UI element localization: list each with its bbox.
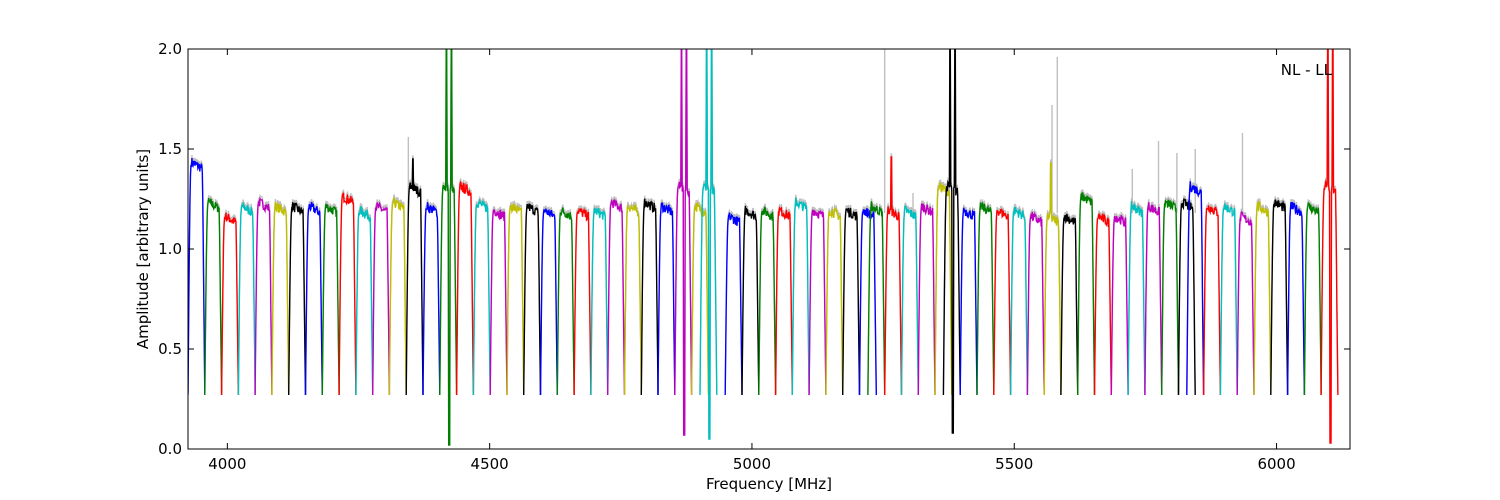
band-segment [724, 212, 743, 396]
band-segment [388, 197, 407, 396]
y-tick-label: 1.5 [158, 140, 182, 158]
band-segment [1161, 198, 1180, 396]
band-segment [422, 202, 441, 396]
band-segment [372, 201, 391, 396]
band-segment [842, 207, 861, 396]
band-segment [741, 205, 760, 396]
band-segment [1270, 199, 1289, 396]
band-segment [338, 192, 357, 396]
band-segment [917, 203, 936, 396]
band-segment [556, 207, 575, 396]
band-segment [1186, 181, 1205, 396]
band-segment [1127, 201, 1146, 396]
band-segment [220, 212, 240, 396]
band-segment [1202, 205, 1222, 396]
band-segment [900, 204, 919, 396]
band-segment [254, 196, 273, 396]
x-tick-label: 4000 [208, 455, 246, 473]
band-segment [188, 158, 206, 396]
band-segment [539, 208, 558, 396]
band-segment [472, 198, 491, 396]
band-segment [1144, 202, 1163, 396]
band-segment [976, 202, 995, 396]
x-axis-label: Frequency [MHz] [706, 475, 832, 493]
band-segment [774, 206, 793, 396]
band-segment [674, 49, 693, 436]
band-segment [1303, 201, 1322, 396]
x-tick-label: 5500 [995, 455, 1033, 473]
y-tick-label: 1.0 [158, 240, 182, 258]
band-segment [1253, 199, 1272, 396]
band-segment [808, 209, 827, 396]
band-segment [867, 201, 886, 396]
y-tick-label: 0.0 [158, 440, 182, 458]
band-segment [640, 198, 659, 396]
band-segment [942, 49, 961, 434]
band-segment [934, 182, 953, 396]
band-segment [304, 201, 323, 396]
band-segment [489, 208, 508, 396]
y-tick-label: 0.5 [158, 340, 182, 358]
x-tick-label: 6000 [1257, 455, 1295, 473]
band-segment [1286, 201, 1306, 396]
band-segment [1177, 198, 1196, 396]
band-segment [959, 207, 978, 396]
band-segment [699, 49, 718, 440]
y-tick-label: 2.0 [158, 40, 182, 58]
band-segment [455, 180, 475, 396]
band-segment [690, 201, 710, 396]
band-segment [271, 202, 290, 396]
band-segment [1236, 211, 1255, 396]
band-segment [791, 197, 810, 396]
band-segment [1093, 213, 1112, 396]
band-segment [1009, 206, 1029, 396]
band-segment [204, 197, 223, 396]
band-segment [884, 156, 903, 396]
band-segment [237, 202, 256, 396]
band-segment [858, 207, 877, 396]
band-segment [1043, 162, 1062, 396]
band-segment [1219, 203, 1238, 396]
band-segment [623, 203, 642, 396]
band-segment [993, 208, 1012, 396]
band-segment [590, 207, 609, 396]
band-segment [825, 206, 844, 396]
band-segment [1110, 215, 1129, 396]
band-segment [506, 202, 525, 396]
band-segment [1077, 192, 1096, 396]
band-segment [321, 202, 340, 396]
band-segment [1026, 211, 1045, 396]
band-segment [1060, 213, 1079, 396]
band-segment [288, 202, 307, 396]
band-segment [405, 158, 424, 396]
band-segment [355, 205, 374, 396]
x-tick-label: 4500 [471, 455, 509, 473]
band-segment [573, 207, 592, 396]
band-segment [523, 203, 542, 396]
x-tick-label: 5000 [733, 455, 771, 473]
band-segment [657, 201, 676, 396]
band-segment [607, 198, 626, 396]
annotation-label: NL - LL [1281, 61, 1333, 79]
data-series-layer [188, 49, 1339, 446]
band-segment [439, 49, 458, 446]
tick-layer: 4000 4500 5000 5500 6000 0.0 0.5 1.0 1.5 2.0 [158, 40, 1350, 473]
band-segment [758, 206, 777, 396]
band-segment [1320, 49, 1339, 444]
y-axis-label: Amplitude [arbitrary units] [134, 149, 152, 349]
